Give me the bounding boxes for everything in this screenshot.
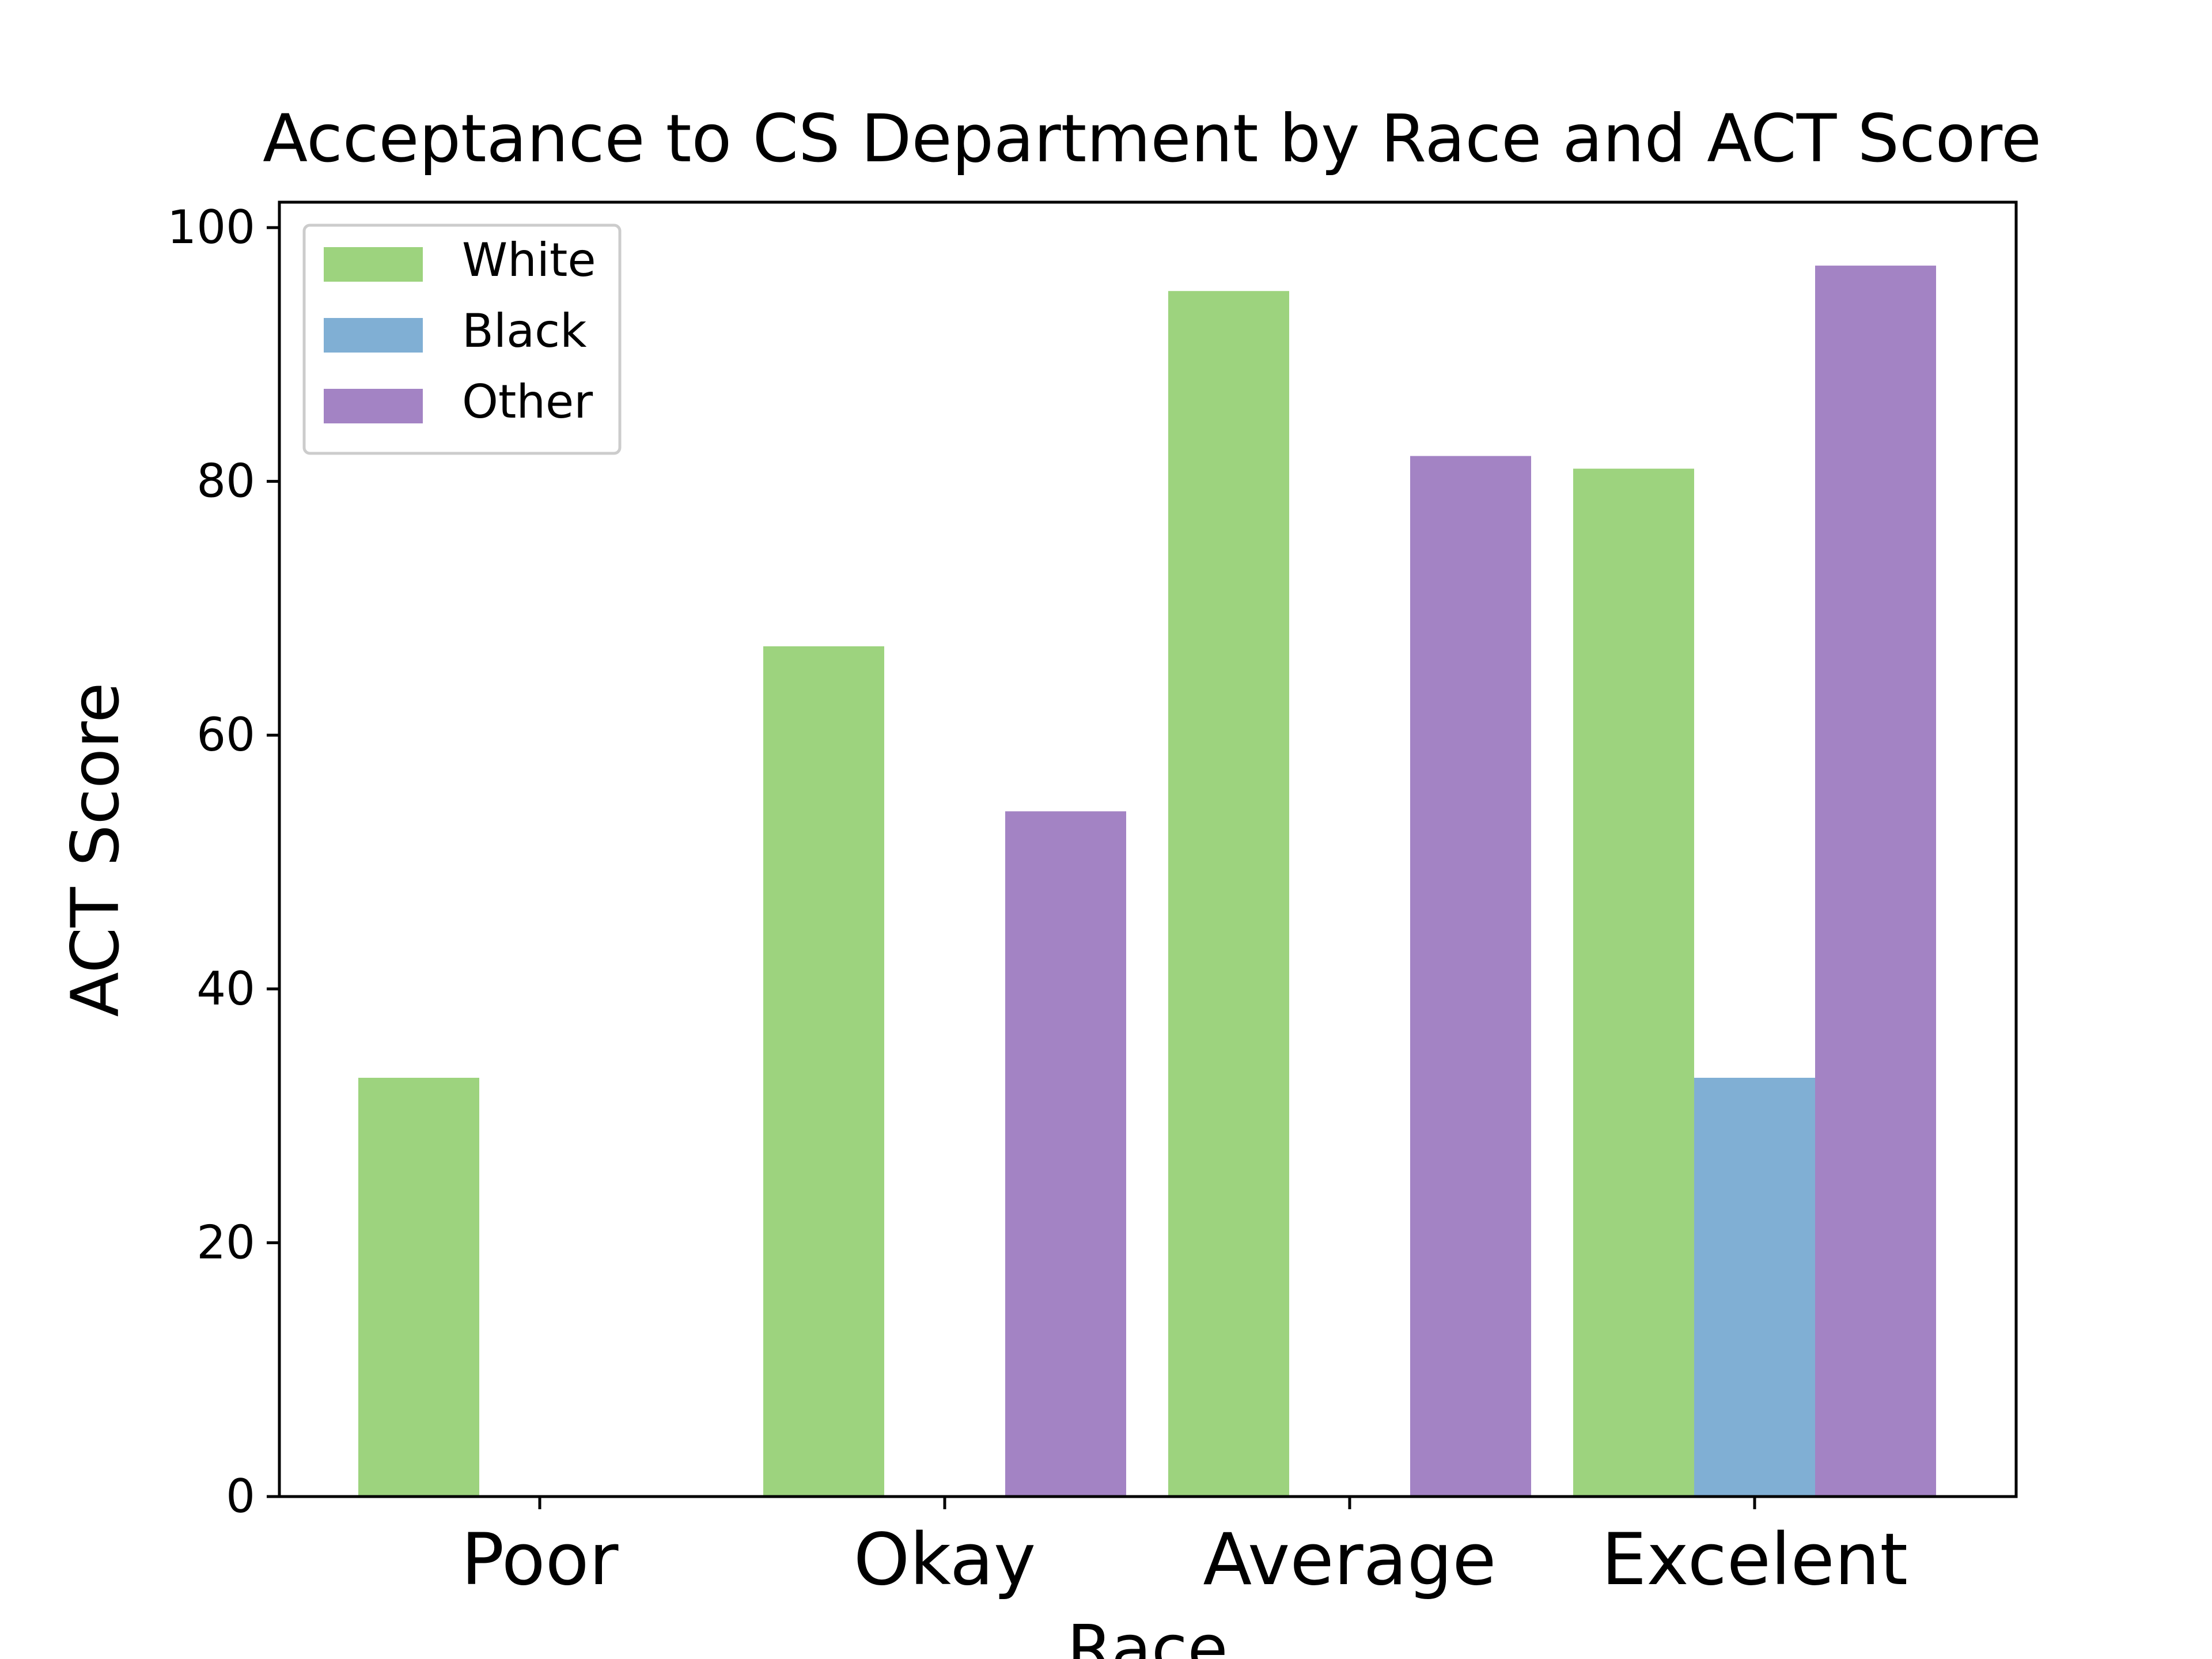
y-tick-label: 60 bbox=[196, 708, 255, 762]
y-tick-label: 20 bbox=[196, 1215, 255, 1269]
y-axis-label: ACT Score bbox=[57, 683, 134, 1017]
legend-swatch-white bbox=[324, 247, 423, 282]
x-tick-label: Okay bbox=[854, 1518, 1036, 1601]
bar-black-excelent bbox=[1694, 1078, 1815, 1497]
plot-frame bbox=[278, 200, 2018, 1498]
chart-title: Acceptance to CS Department by Race and … bbox=[263, 100, 2041, 177]
x-tick-label: Poor bbox=[461, 1518, 618, 1601]
bar-other-okay bbox=[1005, 811, 1126, 1497]
bar-white-okay bbox=[763, 646, 884, 1497]
x-axis: Poor Okay Average Excelent bbox=[461, 1497, 1908, 1601]
bars-group bbox=[358, 266, 1936, 1497]
legend-label-white: White bbox=[462, 233, 596, 287]
legend-swatch-black bbox=[324, 318, 423, 353]
bar-white-poor bbox=[358, 1078, 479, 1497]
legend-label-black: Black bbox=[462, 304, 587, 358]
x-tick-label: Excelent bbox=[1601, 1518, 1908, 1601]
bar-other-excelent bbox=[1815, 266, 1936, 1497]
legend: White Black Other bbox=[302, 224, 622, 455]
y-tick-label: 0 bbox=[226, 1469, 255, 1523]
bar-white-excelent bbox=[1573, 468, 1694, 1497]
legend-swatch-other bbox=[324, 389, 423, 423]
bar-white-average bbox=[1168, 291, 1289, 1497]
y-tick-label: 80 bbox=[196, 454, 255, 508]
y-tick-label: 40 bbox=[196, 962, 255, 1016]
y-axis: 0 20 40 60 80 100 bbox=[167, 200, 279, 1523]
x-axis-label: Race bbox=[1067, 1611, 1228, 1659]
x-tick-label: Average bbox=[1203, 1518, 1496, 1601]
bar-other-average bbox=[1410, 456, 1531, 1497]
y-tick-label: 100 bbox=[167, 200, 255, 254]
legend-label-other: Other bbox=[462, 375, 593, 429]
